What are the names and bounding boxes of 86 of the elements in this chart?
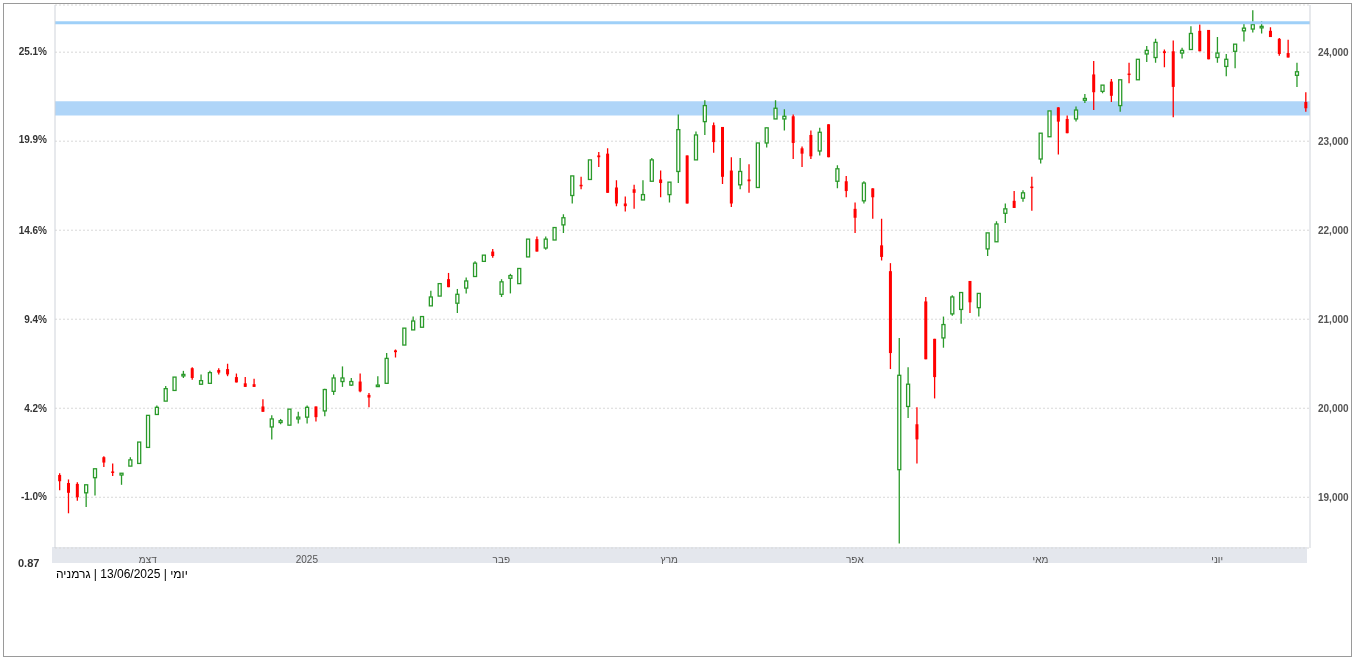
y-tick-label: 22,000 [1318, 224, 1350, 236]
candlestick [75, 481, 79, 502]
candlestick [747, 163, 751, 194]
candlestick [1250, 9, 1255, 34]
candlestick [712, 121, 716, 154]
candlestick [764, 127, 769, 149]
candlestick [632, 184, 636, 210]
x-tick-label: 2025 [295, 554, 319, 566]
candlestick [915, 406, 919, 465]
candlestick [659, 169, 663, 198]
candlestick [809, 129, 813, 160]
candlestick [561, 213, 566, 234]
candlestick [269, 414, 274, 441]
y-tick-label: 20,000 [1318, 402, 1350, 414]
candlestick [614, 179, 618, 207]
candlestick [1198, 23, 1202, 52]
candlestick [941, 315, 946, 349]
x-tick-label: מאי [1032, 554, 1049, 566]
candlestick [1092, 60, 1096, 111]
candlestick [702, 99, 707, 136]
candlestick [84, 484, 89, 508]
candlestick [905, 366, 911, 419]
candlestick [508, 273, 513, 295]
candlestick [880, 217, 884, 262]
candlestick [835, 164, 840, 190]
candlestick [1188, 25, 1194, 51]
candlestick [1294, 62, 1300, 88]
candlestick [958, 291, 964, 325]
candlestick [994, 220, 999, 243]
candlestick [985, 232, 990, 257]
candlestick [1232, 43, 1238, 69]
candlestick [871, 187, 875, 220]
candlestick [322, 388, 327, 417]
y2-tick-label: 9.4% [24, 313, 48, 325]
candlestick [455, 288, 460, 314]
candlestick [1135, 58, 1141, 81]
candlestick [1215, 36, 1220, 64]
x-tick-label: מרץ [660, 554, 678, 566]
candlestick [861, 180, 867, 205]
candlestick [340, 365, 345, 388]
candlestick [1304, 91, 1308, 113]
candlestick [738, 157, 743, 190]
candlestick [667, 181, 672, 204]
y2-tick-label: 14.6% [18, 225, 48, 237]
candlestick [1153, 38, 1158, 64]
y-tick-label: 24,000 [1318, 46, 1350, 58]
candlestick [773, 99, 778, 120]
y2-tick-label: 19.9% [18, 134, 48, 146]
candlestick [1056, 106, 1060, 156]
y-tick-label: 21,000 [1318, 313, 1350, 325]
candlestick [950, 294, 955, 317]
candlestick [817, 127, 822, 157]
candlestick [1109, 78, 1113, 103]
candlestick [570, 175, 575, 205]
text: יומי | 13/06/2025 | גרמניה [56, 567, 188, 581]
candlestick [331, 373, 336, 396]
candlestick [1003, 202, 1008, 224]
candlestick [358, 372, 362, 393]
candlestick [976, 292, 981, 318]
candlestick [1286, 39, 1290, 59]
candlestick [137, 441, 142, 465]
y2-tick-label: -1.0% [20, 491, 48, 503]
candlestick [1082, 93, 1088, 104]
candlestick [649, 157, 654, 182]
y-tick-label: 19,000 [1318, 491, 1350, 503]
candlestick [66, 478, 70, 514]
x-tick-label: אפר [845, 554, 865, 566]
candlestick [252, 378, 256, 388]
candlestick [968, 280, 972, 314]
text: 0.87 [18, 557, 40, 569]
y-tick-label: 23,000 [1318, 135, 1350, 147]
x-tick-label: פבר [492, 554, 511, 566]
candlestick [394, 348, 397, 359]
candlestick [587, 159, 593, 181]
candlestick [1224, 53, 1229, 77]
candlestick [844, 175, 848, 198]
candlestick [782, 108, 787, 132]
x-tick-label: דצמ [138, 554, 158, 566]
candlestick [853, 201, 857, 234]
candlestick [800, 145, 804, 168]
candlestick [367, 392, 371, 408]
x-tick-label: יוני [1211, 554, 1224, 566]
y2-tick-label: 25.1% [18, 45, 48, 57]
y2-tick-label: 4.2% [24, 402, 48, 414]
candlestick [640, 179, 646, 201]
candlestick [92, 468, 98, 497]
